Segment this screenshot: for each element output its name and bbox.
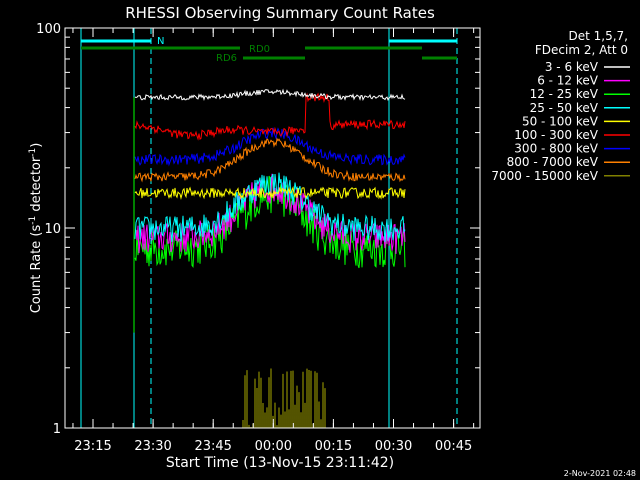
x-axis: 23:15 23:30 23:45 00:00 00:15 00:30 00:45 [72, 28, 475, 454]
y-axis-label-sup: -1 [28, 216, 38, 225]
x-tick-label: 00:45 [435, 439, 472, 454]
series-line [134, 92, 406, 141]
legend-label: 3 - 6 keV [545, 60, 599, 74]
legend-label: 6 - 12 keV [537, 74, 599, 88]
x-axis-label: Start Time (13-Nov-15 23:11:42) [166, 455, 394, 471]
chart-title: RHESSI Observing Summary Count Rates [125, 4, 435, 22]
legend-label: 12 - 25 keV [530, 87, 599, 101]
series-line [134, 175, 406, 269]
plot-frame [64, 27, 481, 429]
y-tick-label: 1 [53, 422, 61, 437]
flag-label-n: N [157, 36, 164, 47]
legend-label: 50 - 100 keV [522, 114, 599, 128]
series-line [134, 137, 406, 183]
y-tick-label: 100 [36, 22, 61, 37]
legend-label: 300 - 800 keV [514, 142, 598, 156]
flag-label-rd6: RD6 [216, 53, 237, 64]
legend-header-line-1: Det 1,5,7, [569, 29, 629, 43]
legend-label: 7000 - 15000 keV [491, 169, 598, 183]
series-line [242, 368, 326, 428]
y-axis-label-end: ) [29, 143, 44, 148]
y-axis-label-sup2: -1 [28, 148, 38, 157]
legend-label: 25 - 50 keV [530, 101, 599, 115]
series-line [134, 172, 406, 242]
legend-header-line-2: FDecim 2, Att 0 [535, 43, 628, 57]
x-tick-label: 00:30 [375, 439, 412, 454]
x-tick-label: 00:15 [315, 439, 352, 454]
x-tick-label: 00:00 [255, 439, 292, 454]
x-tick-label: 23:45 [194, 439, 231, 454]
y-tick-label: 10 [44, 222, 61, 237]
y-axis-label: Count Rate (s-1 detector-1) [28, 143, 44, 314]
series-line [134, 127, 406, 167]
legend-label: 800 - 7000 keV [507, 155, 599, 169]
y-axis: 1 10 100 [36, 22, 480, 437]
y-axis-label-tail: detector [29, 156, 44, 216]
footer-date: 2-Nov-2021 02:48 [564, 469, 636, 478]
y-axis-label-main: Count Rate (s [29, 225, 44, 314]
series-line [134, 185, 406, 200]
legend-label: 100 - 300 keV [514, 128, 598, 142]
x-tick-label: 23:15 [74, 439, 111, 454]
series-line [134, 88, 406, 102]
plot-area: N RD0 RD6 [80, 28, 458, 428]
series-line [134, 173, 406, 254]
x-tick-label: 23:30 [134, 439, 171, 454]
flag-label-rd0: RD0 [249, 44, 270, 55]
